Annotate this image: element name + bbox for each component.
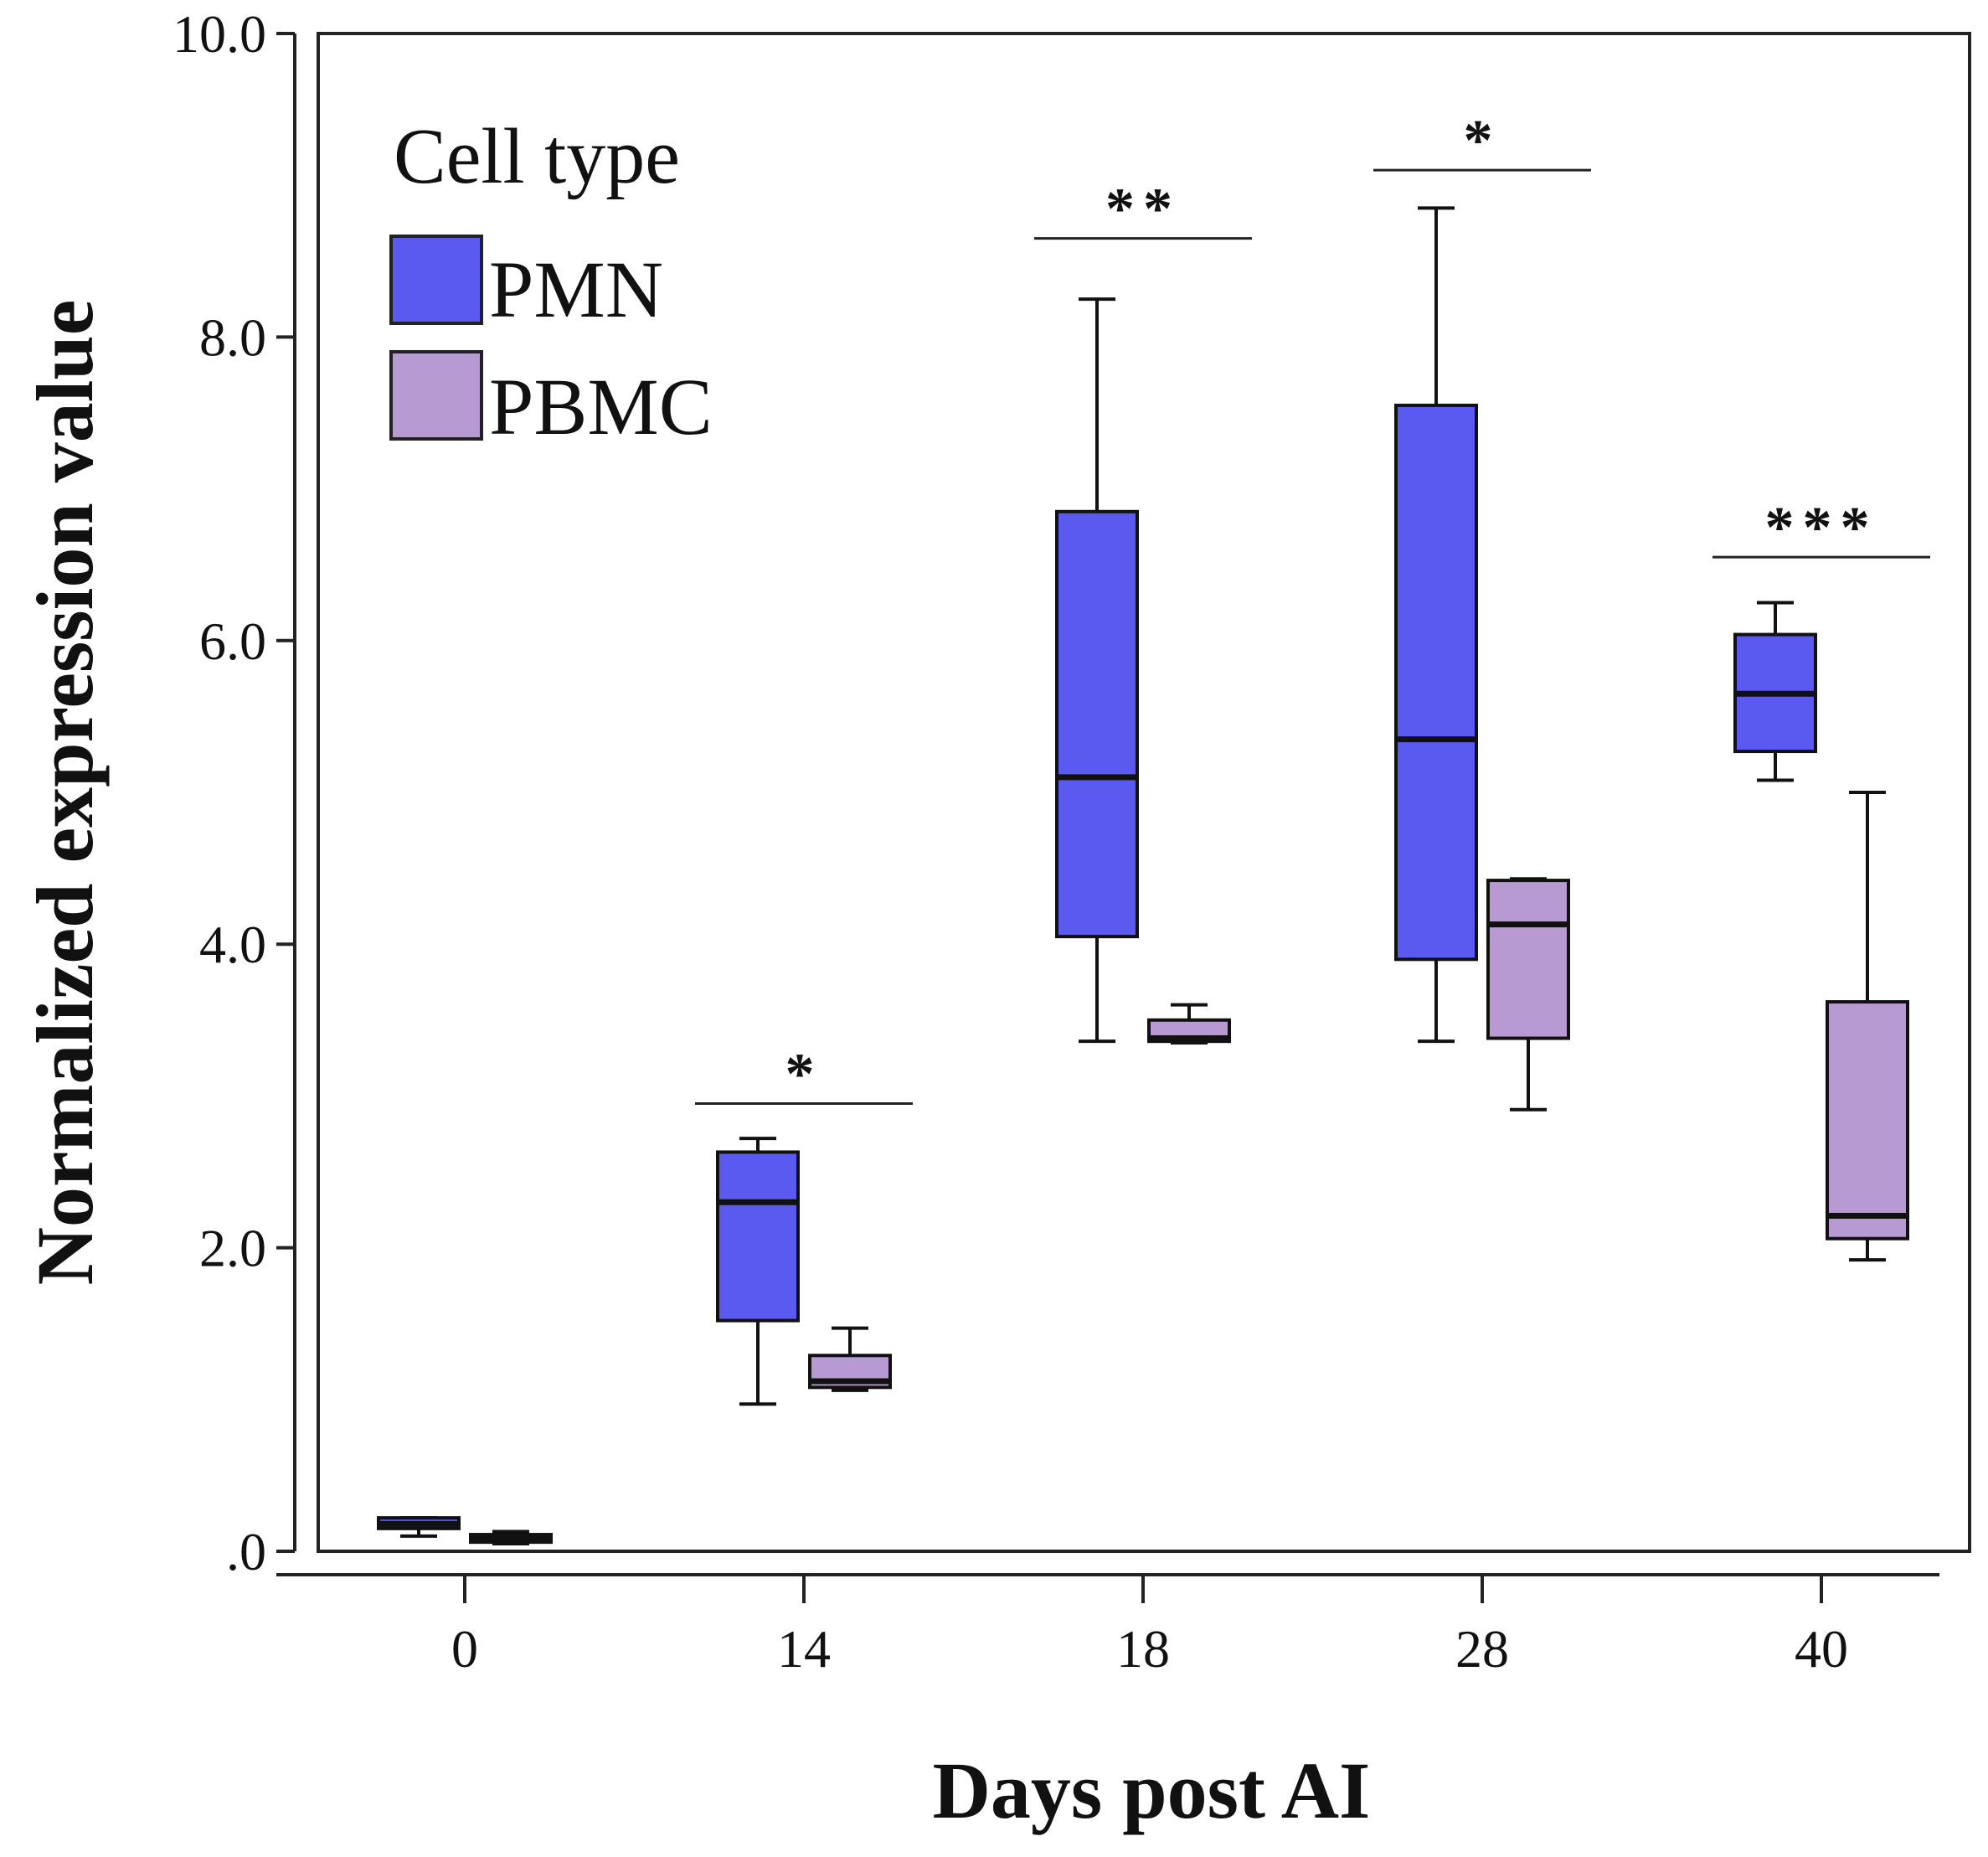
significance-annotations: ******* <box>695 109 1930 1106</box>
x-axis-title: Days post AI <box>933 1746 1371 1835</box>
y-tick-label: 2.0 <box>199 1219 266 1278</box>
box-pmn-day-28 <box>1394 206 1478 1044</box>
y-tick-label: 4.0 <box>199 915 266 974</box>
legend-label-pbmc: PBMC <box>489 362 713 451</box>
x-tick-label: 28 <box>1455 1619 1509 1679</box>
box-pmn-day-14 <box>716 1137 800 1406</box>
box-pbmc-day-28 <box>1486 877 1570 1112</box>
legend-label-pmn: PMN <box>489 245 663 334</box>
legend: Cell type PMN PBMC <box>389 113 713 451</box>
legend-title: Cell type <box>394 113 680 200</box>
box-pmn-day-18 <box>1055 297 1139 1044</box>
y-tick-label: 10.0 <box>173 4 266 64</box>
significance-label: *** <box>1765 496 1878 560</box>
significance-label: * <box>785 1042 823 1106</box>
x-tick-label: 40 <box>1795 1619 1848 1679</box>
iqr-box <box>716 1150 800 1323</box>
x-tick-label: 14 <box>777 1619 831 1679</box>
plot-frame <box>317 32 1971 1553</box>
box-pbmc-day-18 <box>1147 1003 1231 1045</box>
iqr-box <box>1826 1000 1909 1241</box>
y-tick-label: .0 <box>226 1522 266 1581</box>
y-axis: .0 2.0 4.0 6.0 8.0 10.0 <box>173 4 296 1581</box>
iqr-box <box>1394 403 1478 962</box>
box-pbmc-day-14 <box>808 1326 892 1392</box>
x-axis: 0 14 18 28 40 <box>276 1573 1939 1679</box>
x-tick-label: 0 <box>451 1619 478 1679</box>
box-series <box>377 206 1909 1545</box>
box-pbmc-day-0 <box>469 1529 553 1545</box>
x-tick-label: 18 <box>1116 1619 1170 1679</box>
y-tick-label: 6.0 <box>199 611 266 671</box>
significance-label: ** <box>1105 178 1181 242</box>
y-tick-label: 8.0 <box>199 307 266 367</box>
box-pmn-day-0 <box>377 1516 461 1538</box>
iqr-box <box>1055 509 1139 939</box>
iqr-box <box>1486 879 1570 1040</box>
y-axis-title: Normalized expression value <box>20 300 110 1286</box>
box-pmn-day-40 <box>1733 601 1817 782</box>
box-pbmc-day-40 <box>1826 791 1909 1262</box>
significance-label: * <box>1464 109 1501 173</box>
legend-swatch-pmn <box>389 235 483 325</box>
legend-swatch-pbmc <box>389 350 483 441</box>
plot-area <box>317 32 1971 1553</box>
